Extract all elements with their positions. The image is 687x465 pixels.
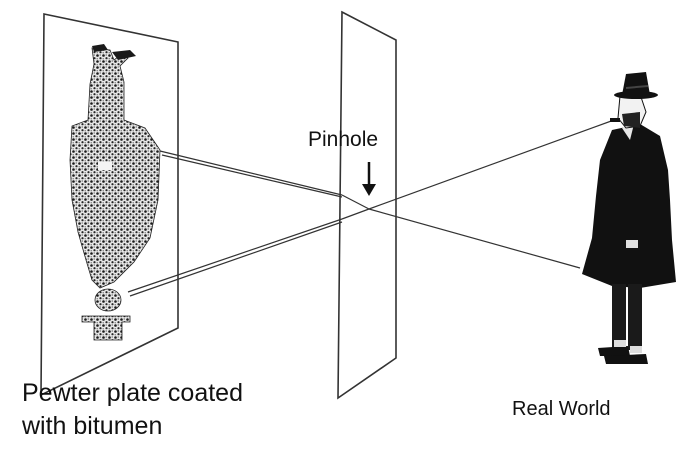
pinhole-board [337,10,397,400]
man-figure [582,93,676,364]
top-hat-icon [614,72,658,99]
pewter-plate-label-line1: Pewter plate coated [22,379,243,407]
pinhole-label: Pinhole [308,128,379,151]
pewter-plate-label-line2: with bitumen [22,412,163,440]
down-arrow-icon [362,162,376,196]
light-rays [127,119,615,297]
real-world-label: Real World [512,398,611,420]
inverted-figure-image [69,44,161,341]
pewter-plate-label: Pewter plate coated with bitumen [22,377,243,443]
